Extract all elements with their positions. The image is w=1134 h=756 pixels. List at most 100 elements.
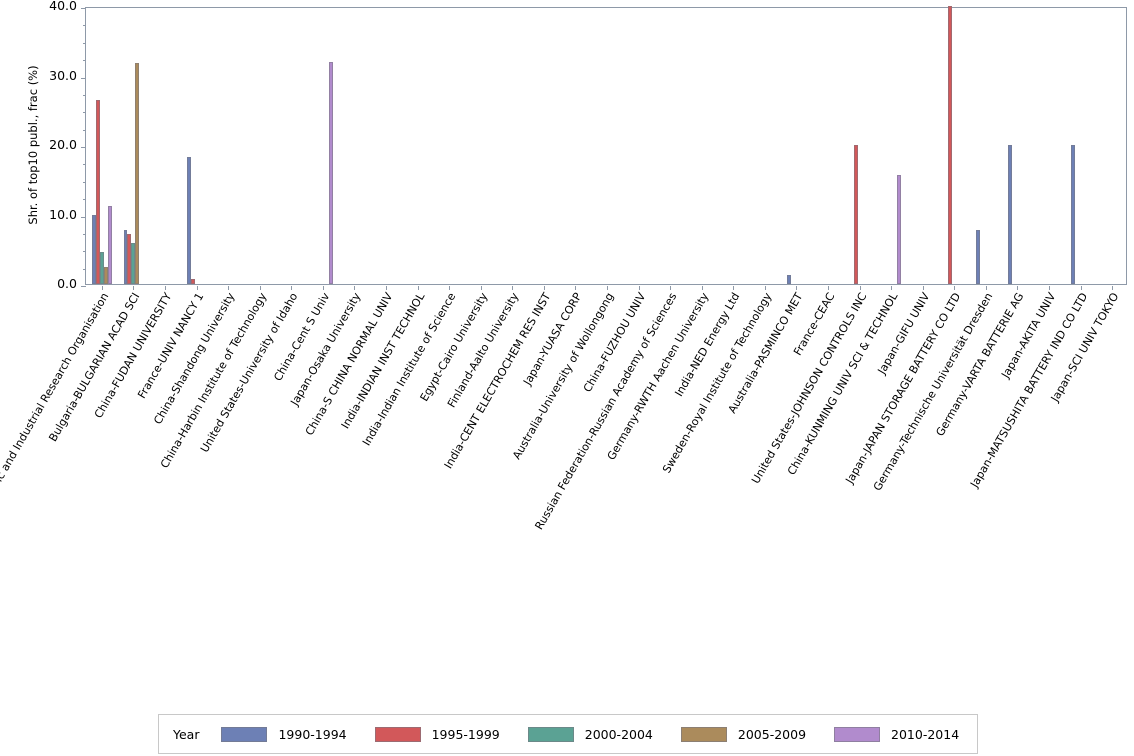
legend-label: 2010-2014 (891, 726, 960, 742)
x-axis-tick (922, 286, 924, 290)
x-axis-tick (196, 286, 198, 290)
bar (107, 206, 112, 284)
legend-entry[interactable]: 2005-2009 (680, 726, 807, 742)
y-axis-tick-label: 0.0 (57, 276, 77, 291)
x-axis-tick (1112, 286, 1114, 290)
x-axis-tick-label: Germany-VARTA BATTERIE AG (933, 290, 1027, 439)
bar (1007, 145, 1012, 284)
x-axis-tick (670, 286, 672, 290)
x-axis-tick (1080, 286, 1082, 290)
x-axis-tick (796, 286, 798, 290)
y-axis-tick (81, 216, 86, 218)
y-axis-tick-label: 30.0 (49, 67, 77, 83)
x-axis-tick (638, 286, 640, 290)
x-axis-tick-label: Germany-RWTH Aachen University (604, 290, 712, 463)
bar (127, 233, 132, 284)
x-axis-tick (1049, 286, 1051, 290)
legend-label: 2005-2009 (737, 726, 807, 742)
legend-entry[interactable]: 1990-1994 (221, 726, 347, 742)
x-axis-tick-label: China-KUNMING UNIV SCI & TECHNOL (785, 290, 901, 478)
x-axis-tick-label: Bulgaria-BULGARIAN ACAD SCI (46, 290, 143, 444)
x-axis-tick-label: India-CENT ELECTROCHEM RES INST (441, 290, 554, 471)
legend-swatch-icon (680, 726, 727, 742)
y-axis-tick-label: 20.0 (49, 137, 77, 152)
x-axis-tick (828, 286, 830, 290)
y-axis-minor-tick (83, 42, 86, 44)
bar (103, 267, 108, 284)
plot-area (81, 6, 1127, 290)
y-axis-minor-tick (83, 199, 86, 201)
bar (328, 61, 333, 284)
bar (976, 229, 981, 284)
x-axis-tick (385, 286, 387, 290)
legend-entries: 1990-1994 1995-1999 2000-2004 2005-2009 2010… (221, 726, 987, 742)
bar (131, 243, 136, 284)
x-axis-tick-label: Japan-JAPAN STORAGE BATTERY CO LTD (843, 290, 964, 486)
y-axis-tick-label: 10.0 (49, 206, 77, 222)
bar (99, 252, 104, 284)
x-axis-tick-label: China-Harbin Institute of Technology (157, 290, 270, 471)
bar (95, 99, 100, 284)
x-axis-tick (291, 286, 293, 290)
legend-entry[interactable]: 1995-1999 (374, 726, 500, 742)
x-axis-tick (859, 286, 861, 290)
x-axis-tick (764, 286, 766, 290)
x-axis-tick-label: Finland-Aalto University (445, 290, 522, 410)
x-axis-tick (985, 286, 987, 290)
bar (853, 145, 858, 284)
x-axis-tick-label: France-UNIV NANCY 1 (134, 290, 206, 401)
x-axis-tick-label: France-CEAC (791, 290, 838, 358)
x-axis-tick (512, 286, 514, 290)
x-axis-tick-label: India-NED Energy Ltd (672, 290, 743, 399)
bar (786, 274, 791, 284)
x-axis-tick-label: Germany-Technische Universität Dresden (870, 290, 996, 494)
y-axis-tick (81, 77, 86, 79)
legend-title: Year (173, 726, 200, 742)
y-axis-tick-label: 40.0 (49, 0, 77, 13)
x-axis-tick (259, 286, 261, 290)
x-axis-tick-label: Russian Federation-Russian Academy of Sc… (532, 290, 680, 532)
y-axis-minor-tick (83, 94, 86, 96)
x-axis-tick (543, 286, 545, 290)
x-axis-tick (1017, 286, 1019, 290)
y-axis-minor-tick (83, 25, 86, 27)
x-axis-tick-label: Japan-YUASA CORP (521, 290, 585, 388)
x-axis-tick-label: China-FUDAN UNIVERSITY (91, 290, 175, 421)
x-axis-tick-label: China-FUZHOU UNIV (580, 290, 648, 395)
x-axis-tick-label: Australia-PASMINCO MET (726, 290, 806, 416)
x-axis-tick (954, 286, 956, 290)
x-axis-tick (480, 286, 482, 290)
x-axis-tick (449, 286, 451, 290)
bar (190, 279, 195, 284)
y-axis-minor-tick (83, 60, 86, 62)
x-axis-tick-label: China-Shandong University (151, 290, 238, 427)
y-axis-tick (81, 147, 86, 148)
x-axis-tick (607, 286, 608, 290)
x-axis-tick-label: Japan-SCI UNIV TOKYO (1048, 290, 1122, 405)
legend-swatch-icon (527, 726, 574, 742)
x-axis-tick (101, 286, 103, 290)
bar (186, 156, 191, 284)
y-axis-tick (81, 286, 86, 287)
x-axis-tick-label: Egypt-Cairo University (417, 290, 491, 404)
legend: Year 1990-1994 1995-1999 2000-2004 2005-200… (158, 714, 978, 754)
x-axis-tick-label: China-Cent S Univ (271, 290, 333, 384)
legend-label: 1995-1999 (431, 726, 500, 742)
x-axis-tick-label: Australia-University of Wollongong (510, 290, 617, 462)
x-axis-tick-label: Japan-AKITA UNIV (999, 290, 1059, 381)
y-axis-minor-tick (83, 268, 86, 270)
y-axis-tick (81, 8, 86, 9)
bar (91, 214, 96, 284)
y-axis-minor-tick (83, 129, 86, 131)
legend-entry[interactable]: 2000-2004 (527, 726, 653, 742)
y-axis-minor-tick (83, 164, 86, 166)
y-axis-minor-tick (83, 181, 86, 183)
y-axis-minor-tick (83, 251, 86, 253)
x-axis-tick (354, 286, 356, 290)
x-axis-tick-label: United States-JOHNSON CONTROLS INC (748, 290, 869, 486)
legend-entry[interactable]: 2010-2014 (834, 726, 960, 742)
x-axis-tick (228, 286, 230, 290)
x-axis-tick-label: Japan-GIFU UNIV (875, 290, 933, 377)
x-axis-tick-label: United States-University of Idaho (198, 290, 301, 455)
